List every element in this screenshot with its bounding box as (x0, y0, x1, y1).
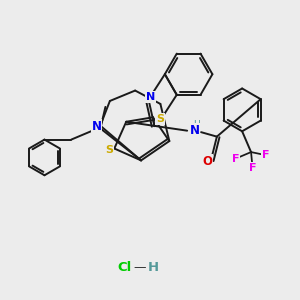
Text: F: F (262, 150, 269, 160)
Text: S: S (156, 114, 164, 124)
Text: H: H (147, 261, 158, 274)
Text: —: — (133, 261, 146, 274)
Text: S: S (105, 145, 113, 155)
Text: F: F (232, 154, 239, 164)
Text: O: O (202, 155, 212, 168)
Text: N: N (190, 124, 200, 137)
Text: N: N (92, 120, 101, 133)
Text: N: N (146, 92, 155, 102)
Text: H: H (193, 120, 200, 129)
Text: F: F (249, 163, 256, 172)
Text: Cl: Cl (118, 261, 132, 274)
